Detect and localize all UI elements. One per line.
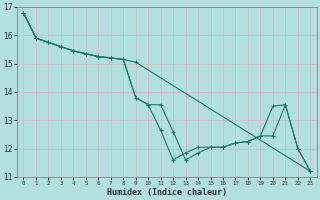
X-axis label: Humidex (Indice chaleur): Humidex (Indice chaleur): [107, 188, 227, 197]
